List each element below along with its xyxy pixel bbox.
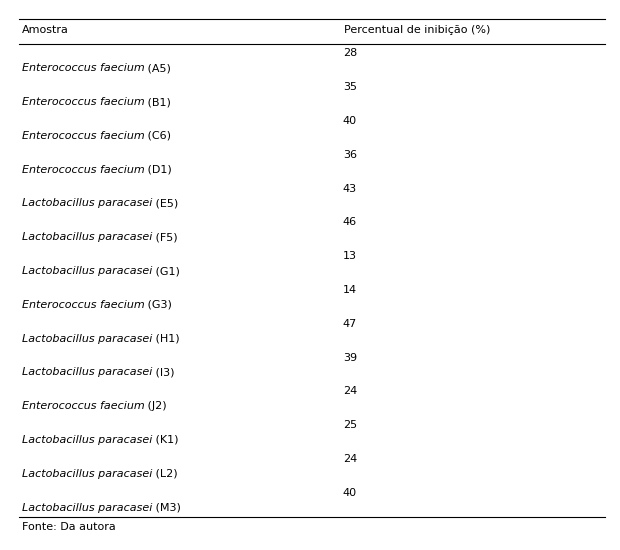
Text: (G3): (G3) [144, 300, 172, 310]
Text: 47: 47 [343, 319, 357, 329]
Text: Amostra: Amostra [22, 25, 69, 35]
Text: 43: 43 [343, 184, 357, 194]
Text: (C6): (C6) [144, 131, 172, 141]
Text: (K1): (K1) [152, 435, 179, 445]
Text: Enterococcus faecium: Enterococcus faecium [22, 131, 144, 141]
Text: Percentual de inibição (%): Percentual de inibição (%) [344, 25, 490, 35]
Text: Lactobacillus paracasei: Lactobacillus paracasei [22, 266, 152, 276]
Text: Enterococcus faecium: Enterococcus faecium [22, 401, 144, 411]
Text: Lactobacillus paracasei: Lactobacillus paracasei [22, 469, 152, 478]
Text: 14: 14 [343, 285, 357, 295]
Text: 46: 46 [343, 217, 357, 227]
Text: 35: 35 [343, 82, 357, 92]
Text: (H1): (H1) [152, 334, 180, 344]
Text: Enterococcus faecium: Enterococcus faecium [22, 300, 144, 310]
Text: Enterococcus faecium: Enterococcus faecium [22, 97, 144, 107]
Text: Fonte: Da autora: Fonte: Da autora [22, 522, 115, 532]
Text: 40: 40 [343, 116, 357, 126]
Text: Lactobacillus paracasei: Lactobacillus paracasei [22, 334, 152, 344]
Text: 40: 40 [343, 488, 357, 498]
Text: Lactobacillus paracasei: Lactobacillus paracasei [22, 503, 152, 513]
Text: Lactobacillus paracasei: Lactobacillus paracasei [22, 199, 152, 208]
Text: (G1): (G1) [152, 266, 180, 276]
Text: 39: 39 [343, 353, 357, 362]
Text: (L2): (L2) [152, 469, 178, 478]
Text: (A5): (A5) [144, 63, 171, 73]
Text: (E5): (E5) [152, 199, 179, 208]
Text: (D1): (D1) [144, 164, 172, 175]
Text: 28: 28 [343, 48, 357, 58]
Text: (F5): (F5) [152, 232, 178, 242]
Text: Enterococcus faecium: Enterococcus faecium [22, 63, 144, 73]
Text: Lactobacillus paracasei: Lactobacillus paracasei [22, 367, 152, 377]
Text: (I3): (I3) [152, 367, 175, 377]
Text: 36: 36 [343, 150, 357, 160]
Text: Lactobacillus paracasei: Lactobacillus paracasei [22, 435, 152, 445]
Text: 25: 25 [343, 420, 357, 430]
Text: (B1): (B1) [144, 97, 171, 107]
Text: Enterococcus faecium: Enterococcus faecium [22, 164, 144, 175]
Text: 24: 24 [343, 386, 357, 397]
Text: (J2): (J2) [144, 401, 167, 411]
Text: 24: 24 [343, 454, 357, 464]
Text: (M3): (M3) [152, 503, 181, 513]
Text: 13: 13 [343, 251, 357, 261]
Text: Lactobacillus paracasei: Lactobacillus paracasei [22, 232, 152, 242]
